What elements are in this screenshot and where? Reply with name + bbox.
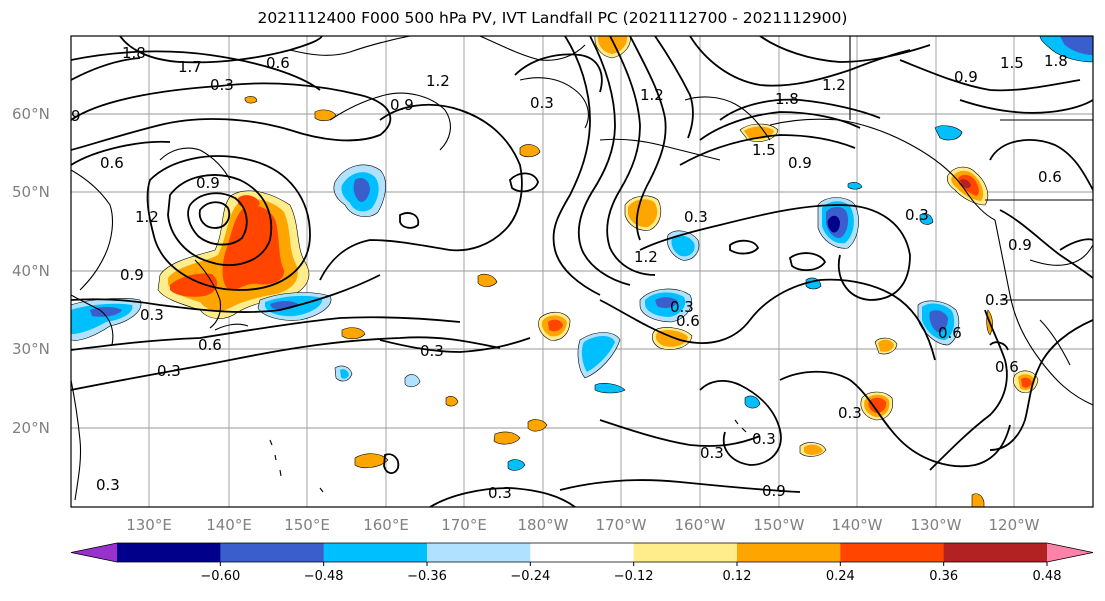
lon-label: 150°E [284,516,330,534]
contour-label: 1.2 [426,72,450,90]
lat-label: 30°N [12,340,50,358]
lon-label: 160°W [675,516,726,534]
contour-label: 0.9 [120,266,144,284]
contour-label: 1.5 [1000,54,1024,72]
pv-fill-regions [71,36,1093,507]
lon-label: 170°E [441,516,487,534]
lon-label: 150°W [754,516,805,534]
colorbar-extend-max [1047,543,1093,562]
colorbar-tick-label: −0.12 [614,569,654,584]
contour-label: 1.8 [775,90,799,108]
contour-label: 0.6 [100,154,124,172]
contour-label: 0.3 [210,76,234,94]
contour-label: 0.6 [938,324,962,342]
contour-labels: 1.8 1.7 0.6 0.3 1.2 0.9 0.6 1.2 0.9 0.9 … [71,44,1068,502]
colorbar-extend-min [71,543,117,562]
colorbar-tick-label: −0.60 [200,569,240,584]
contour-label: 0.6 [266,54,290,72]
contour-label: 1.8 [122,44,146,62]
colorbar-segment [427,543,531,562]
lat-label: 40°N [12,262,50,280]
lon-label: 160°E [363,516,409,534]
contour-label: 0.3 [985,291,1009,309]
contour-label: 0.9 [390,96,414,114]
contour-label: 0.9 [788,154,812,172]
colorbar-segment [943,543,1048,562]
colorbar: −0.60 −0.48 −0.36 −0.24 −0.12 0.12 0.24 0.36 0.4… [70,542,1094,584]
contour-label: 0.9 [1008,236,1032,254]
contour-label: 1.2 [822,76,846,94]
lon-label: 130°W [911,516,962,534]
contour-label: 1.2 [640,86,664,104]
contour-label: 9 [71,107,81,125]
colorbar-segment [840,543,945,562]
colorbar-tick-label: 0.24 [826,569,855,584]
contour-label: 1.2 [634,248,658,266]
map-title: 2021112400 F000 500 hPa PV, IVT Landfall… [257,9,848,27]
colorbar-segment [737,543,841,562]
contour-label: 0.3 [157,362,181,380]
contour-label: 0.3 [838,404,862,422]
contour-label: 0.3 [530,94,554,112]
pv-contours [71,36,1093,507]
colorbar-tick-label: 0.36 [929,569,958,584]
contour-label: 0.6 [676,312,700,330]
lon-label: 140°E [206,516,252,534]
contour-label: 0.3 [752,430,776,448]
lat-label: 60°N [12,105,50,123]
contour-label: 0.3 [684,208,708,226]
contour-label: 1.8 [1044,52,1068,70]
lat-label: 20°N [12,419,50,437]
colorbar-tick-label: 0.12 [723,569,752,584]
contour-label: 0.9 [762,482,786,500]
lon-label: 130°E [126,516,172,534]
contour-label: 1.2 [135,208,159,226]
longitude-labels: 130°E 140°E 150°E 160°E 170°E 180°W 170°… [126,516,1039,534]
latitude-labels: 60°N 50°N 40°N 30°N 20°N [12,105,50,437]
contour-label: 0.3 [700,444,724,462]
contour-label: 1.7 [178,58,202,76]
lat-label: 50°N [12,183,50,201]
contour-label: 0.3 [420,342,444,360]
contour-label: 0.6 [198,336,222,354]
lon-label: 170°W [596,516,647,534]
map-frame [70,35,1094,508]
lon-label: 140°W [832,516,883,534]
lon-label: 180°W [518,516,569,534]
colorbar-tick-label: 0.48 [1033,569,1062,584]
colorbar-segment [633,543,738,562]
lon-label: 120°W [989,516,1040,534]
colorbar-tick-label: −0.48 [304,569,344,584]
contour-label: 1.5 [752,141,776,159]
colorbar-segment [530,543,635,562]
contour-label: 0.3 [670,298,694,316]
contour-label: 0.9 [196,174,220,192]
colorbar-segment [323,543,428,562]
contour-label: 0.3 [140,306,164,324]
colorbar-tick-label: −0.24 [510,569,550,584]
contour-label: 0.3 [905,206,929,224]
contour-label: 0.9 [954,68,978,86]
colorbar-segment [220,543,325,562]
contour-label: 0.3 [488,484,512,502]
contour-label: 0.6 [1038,168,1062,186]
colorbar-tick-label: −0.36 [407,569,447,584]
colorbar-segment [117,543,221,562]
colorbar-outline [70,542,1094,563]
coastlines [71,36,1093,501]
contour-label: 0.3 [96,476,120,494]
contour-label: 0.6 [995,358,1019,376]
